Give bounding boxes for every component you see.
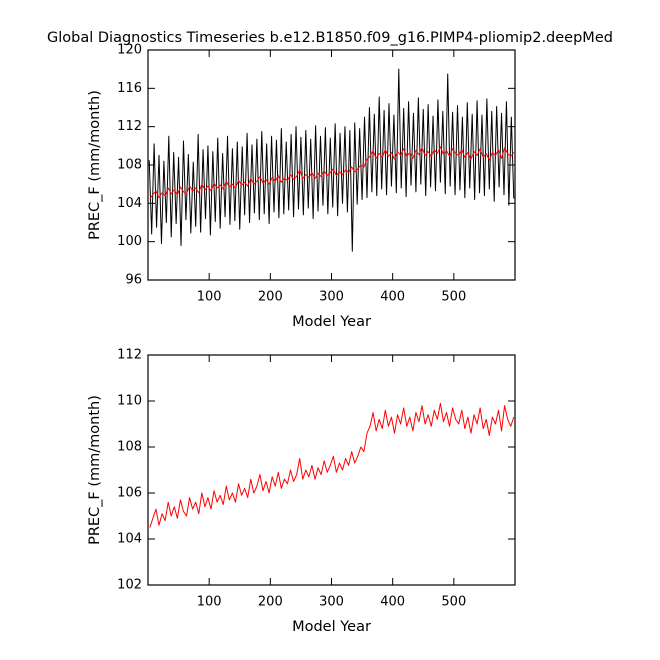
x-tick-label: 300	[319, 595, 344, 610]
x-tick-label: 200	[258, 595, 283, 610]
y-tick-label: 108	[117, 158, 142, 173]
x-tick-label: 300	[319, 290, 344, 305]
x-tick-label: 400	[380, 595, 405, 610]
x-tick-label: 200	[258, 290, 283, 305]
x-tick-label: 500	[441, 290, 466, 305]
y-axis-label: PREC_F (mm/month)	[87, 90, 103, 240]
data-line	[148, 68, 515, 252]
x-tick-label: 100	[197, 595, 222, 610]
plot-frame	[147, 354, 516, 586]
y-axis-label: PREC_F (mm/month)	[87, 395, 103, 545]
x-tick-label: 500	[441, 595, 466, 610]
y-tick-label: 108	[117, 440, 142, 455]
y-tick-label: 112	[117, 348, 142, 363]
x-axis-label: Model Year	[292, 314, 371, 330]
y-tick-label: 104	[117, 532, 142, 547]
y-tick-label: 120	[117, 43, 142, 58]
y-tick-label: 116	[117, 81, 142, 96]
y-tick-label: 100	[117, 234, 142, 249]
x-tick-label: 100	[197, 290, 222, 305]
data-line	[149, 146, 515, 199]
y-tick-label: 102	[117, 578, 142, 593]
y-tick-label: 110	[117, 394, 142, 409]
x-axis-label: Model Year	[292, 619, 371, 635]
y-tick-label: 112	[117, 119, 142, 134]
chart-title: Global Diagnostics Timeseries b.e12.B185…	[47, 30, 613, 46]
y-tick-label: 96	[125, 273, 142, 288]
x-tick-label: 400	[380, 290, 405, 305]
y-tick-label: 106	[117, 486, 142, 501]
y-tick-label: 104	[117, 196, 142, 211]
data-line	[149, 402, 515, 528]
